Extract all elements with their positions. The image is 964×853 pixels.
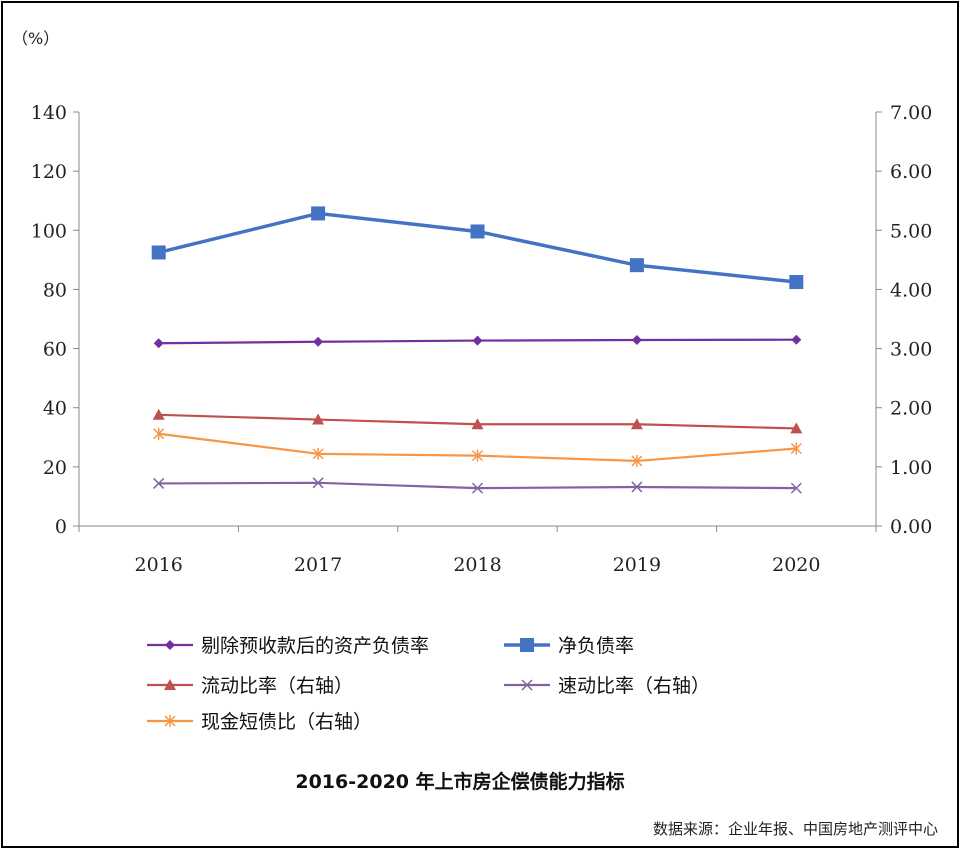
- left-axis-ticks: 0 20 40 60 80 100 120 140: [31, 102, 79, 538]
- left-tick-label: 40: [43, 398, 67, 420]
- data-point: [153, 477, 165, 489]
- data-point: [790, 482, 802, 494]
- source-note: 数据来源：企业年报、中国房地产测评中心: [653, 820, 938, 838]
- data-point: [153, 427, 165, 440]
- legend-label: 速动比率（右轴）: [558, 675, 710, 697]
- left-axis-unit: （%）: [12, 29, 59, 48]
- legend-marker: [164, 715, 176, 727]
- x-axis-ticks: 2016 2017 2018 2019 2020: [78, 526, 877, 576]
- data-point: [629, 258, 644, 273]
- series-layer: [151, 206, 804, 494]
- data-point: [153, 338, 164, 349]
- right-tick-label: 4.00: [890, 279, 932, 301]
- data-point: [312, 413, 325, 425]
- data-point: [631, 481, 643, 493]
- legend-item: 速动比率（右轴）: [504, 675, 710, 697]
- data-point: [312, 447, 324, 460]
- right-tick-label: 5.00: [890, 220, 932, 242]
- right-tick-label: 0.00: [890, 516, 932, 538]
- x-tick-label: 2016: [135, 554, 183, 576]
- legend-label: 现金短债比（右轴）: [201, 711, 372, 733]
- legend-marker: [521, 679, 533, 691]
- data-point: [791, 334, 802, 345]
- marker-stroke: [153, 477, 165, 489]
- legend-label: 净负债率: [558, 635, 634, 657]
- x-tick-label: 2020: [772, 554, 820, 576]
- legend-marker: [520, 638, 534, 652]
- data-point: [790, 422, 803, 434]
- left-tick-label: 80: [43, 279, 67, 301]
- axes: [78, 112, 877, 527]
- right-tick-label: 2.00: [890, 398, 932, 420]
- legend-item: 净负债率: [504, 635, 634, 657]
- data-point: [152, 408, 165, 420]
- legend-item: 剔除预收款后的资产负债率: [147, 635, 429, 657]
- data-point: [630, 418, 643, 430]
- left-tick-label: 20: [43, 457, 67, 479]
- marker-stroke: [521, 679, 533, 691]
- right-axis-ticks: 0.00 1.00 2.00 3.00 4.00 5.00 6.00 7.00: [876, 102, 932, 538]
- legend-item: 流动比率（右轴）: [147, 675, 353, 697]
- legend-marker: [165, 640, 175, 650]
- marker-stroke: [312, 477, 324, 489]
- marker-stroke: [471, 482, 484, 494]
- x-tick-label: 2017: [294, 554, 342, 576]
- legend-label: 流动比率（右轴）: [201, 675, 353, 697]
- data-point: [311, 206, 326, 221]
- series-line: [158, 211, 797, 284]
- right-tick-label: 3.00: [890, 339, 932, 361]
- data-point: [313, 336, 324, 347]
- left-tick-label: 60: [43, 339, 67, 361]
- right-tick-label: 6.00: [890, 161, 932, 183]
- right-tick-label: 7.00: [890, 102, 932, 124]
- series-4: [153, 427, 802, 467]
- marker-stroke: [631, 481, 643, 493]
- series-1: [151, 206, 804, 290]
- right-tick-label: 1.00: [890, 457, 932, 479]
- left-tick-label: 140: [31, 102, 67, 124]
- left-tick-label: 0: [55, 516, 67, 538]
- data-point: [789, 275, 804, 290]
- legend-marker: [164, 679, 176, 690]
- marker-stroke: [790, 482, 802, 494]
- x-tick-label: 2019: [613, 554, 661, 576]
- data-point: [631, 334, 642, 345]
- left-tick-label: 100: [31, 220, 67, 242]
- data-point: [471, 449, 484, 462]
- left-tick-label: 120: [31, 161, 67, 183]
- data-point: [471, 418, 484, 430]
- data-point: [631, 454, 643, 467]
- legend-item: 现金短债比（右轴）: [147, 711, 372, 733]
- data-point: [312, 477, 324, 489]
- series-3: [153, 477, 802, 494]
- data-point: [470, 224, 485, 239]
- x-tick-label: 2018: [453, 554, 501, 576]
- chart-title: 2016-2020 年上市房企偿债能力指标: [295, 770, 624, 793]
- legend-label: 剔除预收款后的资产负债率: [201, 635, 429, 657]
- data-point: [790, 442, 802, 455]
- series-2: [152, 408, 803, 434]
- data-point: [151, 245, 166, 260]
- series-0: [153, 334, 802, 349]
- data-point: [472, 335, 483, 346]
- data-point: [471, 482, 484, 494]
